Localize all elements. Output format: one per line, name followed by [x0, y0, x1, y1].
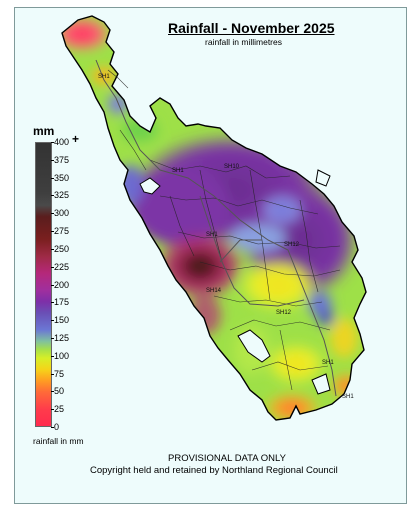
legend-colorbar	[35, 142, 52, 427]
rainfall-surface	[62, 16, 366, 420]
provisional-note: PROVISIONAL DATA ONLY	[168, 453, 286, 464]
svg-text:SH1: SH1	[322, 360, 334, 366]
svg-text:SH12: SH12	[284, 242, 300, 248]
copyright-note: Copyright held and retained by Northland…	[90, 465, 338, 476]
legend-tick-label: 25	[50, 404, 65, 415]
coastline	[61, 15, 367, 421]
harbours	[139, 169, 331, 395]
svg-text:SH1: SH1	[172, 168, 184, 174]
legend-tick-label: 100	[50, 350, 70, 361]
svg-text:SH1: SH1	[206, 232, 218, 238]
legend-tick-label: 75	[50, 368, 65, 379]
legend-tick-label: 200	[50, 279, 70, 290]
legend-tick-label: 325	[50, 190, 70, 201]
svg-text:SH10: SH10	[224, 164, 240, 170]
legend-tick-label: 275	[50, 226, 70, 237]
legend-tick-label: 250	[50, 243, 70, 254]
legend-tick-label: 350	[50, 172, 70, 183]
road-labels: SH1 SH1 SH10 SH1 SH12 SH14 SH12 SH1 SH1	[98, 74, 354, 400]
legend-tick-label: 125	[50, 332, 70, 343]
map-title: Rainfall - November 2025	[168, 20, 335, 36]
legend-plus: +	[72, 132, 80, 146]
state-highways	[95, 59, 337, 397]
legend-tick-label: 375	[50, 154, 70, 165]
legend-caption: rainfall in mm	[33, 436, 84, 446]
svg-text:SH14: SH14	[206, 288, 222, 294]
svg-text:SH1: SH1	[342, 394, 354, 400]
legend-tick-label: 50	[50, 386, 65, 397]
legend-tick-label: 225	[50, 261, 70, 272]
legend-tick-label: 400	[50, 137, 70, 147]
legend-tick-label: 175	[50, 297, 70, 308]
svg-text:SH12: SH12	[276, 310, 292, 316]
map-subtitle: rainfall in millimetres	[205, 37, 282, 47]
legend-tick-label: 300	[50, 208, 70, 219]
legend-tick-label: 0	[50, 422, 60, 432]
legend-tick-label: 150	[50, 315, 70, 326]
legend-unit: mm	[33, 124, 55, 138]
svg-text:SH1: SH1	[98, 74, 110, 80]
legend-ticks: 400 375 350 325 300 275 250 225 200 175 150 125 100 7…	[50, 138, 94, 432]
